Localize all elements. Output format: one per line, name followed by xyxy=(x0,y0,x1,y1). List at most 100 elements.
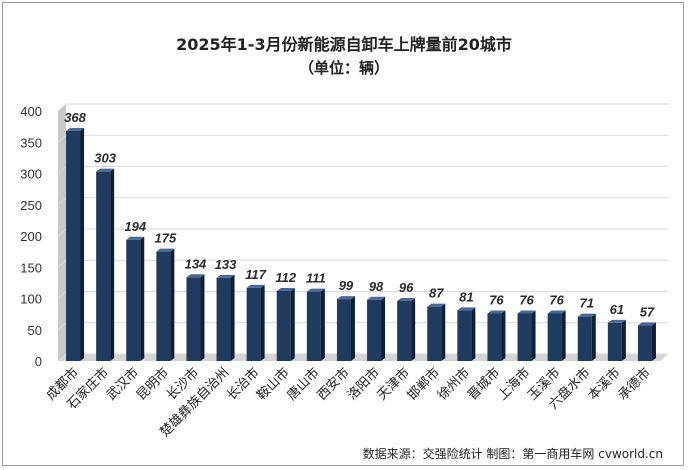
gridline-wall xyxy=(57,291,67,299)
y-tick-label: 250 xyxy=(20,198,42,213)
bar-top xyxy=(637,322,656,326)
x-category-label: 邯郸市 xyxy=(404,365,443,404)
gridline-wall xyxy=(57,353,67,362)
data-label: 175 xyxy=(154,231,176,246)
y-tick-label: 200 xyxy=(20,229,42,244)
bar xyxy=(577,316,592,361)
gridline-wall xyxy=(57,166,67,174)
gridline-wall xyxy=(57,259,67,268)
x-category-label: 唐山市 xyxy=(284,365,323,404)
y-tick-label: 300 xyxy=(20,167,42,182)
x-category-label: 长治市 xyxy=(224,365,263,404)
data-label: 98 xyxy=(369,279,384,294)
bar-chart: 2025年1-3月份新能源自卸车上牌量前20城市 （单位：辆） 0 50 100 15… xyxy=(20,35,668,461)
bar-side xyxy=(110,168,115,361)
data-label: 81 xyxy=(459,289,473,304)
bar-side xyxy=(471,307,476,361)
bar xyxy=(66,131,81,361)
bar xyxy=(397,301,412,361)
data-label: 76 xyxy=(549,293,564,308)
bar-side xyxy=(320,288,325,361)
x-category-label: 承德市 xyxy=(615,365,654,404)
bar-side xyxy=(501,310,506,361)
y-tick-label: 100 xyxy=(20,292,42,307)
x-category-label: 本溪市 xyxy=(585,365,624,404)
bar-side xyxy=(381,296,386,361)
bar-side xyxy=(230,274,235,361)
bar xyxy=(487,313,502,361)
x-category-label: 徐州市 xyxy=(434,365,473,404)
x-category-label: 昆明市 xyxy=(133,365,172,404)
bar-side xyxy=(621,319,626,361)
bar-top xyxy=(367,296,386,300)
bar-side xyxy=(260,284,265,361)
bar-top xyxy=(577,313,596,317)
x-category-label: 武汉市 xyxy=(103,365,142,404)
data-label: 133 xyxy=(215,257,237,272)
y-tick-label: 400 xyxy=(20,104,42,119)
data-label: 96 xyxy=(399,280,414,295)
gridline-wall xyxy=(57,228,67,237)
chart-frame: 2025年1-3月份新能源自卸车上牌量前20城市 （单位：辆） 0 50 100 15… xyxy=(2,2,684,466)
data-label: 76 xyxy=(489,293,504,308)
gridline-wall xyxy=(57,322,67,331)
bar-side xyxy=(290,288,295,361)
bar-top xyxy=(397,298,416,301)
bar-side xyxy=(441,303,446,361)
data-label: 99 xyxy=(339,278,354,293)
bar-top xyxy=(487,310,506,314)
bar xyxy=(367,299,382,361)
bar-side xyxy=(591,313,596,361)
bar-side xyxy=(531,310,536,361)
data-label: 112 xyxy=(275,270,296,285)
data-label: 134 xyxy=(185,256,207,271)
bar-top xyxy=(66,128,85,131)
bar-top xyxy=(186,274,205,278)
bar xyxy=(427,306,442,361)
data-label: 87 xyxy=(429,286,444,301)
bar-top xyxy=(216,274,235,278)
bar-side xyxy=(411,298,416,361)
bar-top xyxy=(427,303,446,307)
bar xyxy=(96,171,111,361)
chart-title: 2025年1-3月份新能源自卸车上牌量前20城市 xyxy=(176,35,512,54)
bar-side xyxy=(170,248,175,361)
bar-top xyxy=(306,288,325,292)
data-label: 117 xyxy=(245,267,266,282)
data-label: 76 xyxy=(519,293,534,308)
data-label: 194 xyxy=(124,219,146,234)
bar-top xyxy=(96,168,115,172)
chart-subtitle: （单位：辆） xyxy=(299,59,389,77)
bar xyxy=(216,277,231,361)
gridline-wall xyxy=(57,134,67,143)
bar-top xyxy=(156,248,175,252)
bar xyxy=(336,299,351,361)
data-label: 61 xyxy=(610,302,624,317)
bar-side xyxy=(80,128,85,361)
bar-top xyxy=(246,284,265,288)
data-label: 111 xyxy=(306,271,326,286)
bar-top xyxy=(336,296,355,300)
bar-top xyxy=(276,288,295,291)
bar-side xyxy=(140,236,145,361)
gridline-wall xyxy=(57,197,67,206)
y-tick-label: 0 xyxy=(35,354,42,369)
bar-top xyxy=(547,310,566,314)
bar-side xyxy=(561,310,566,361)
y-tick-label: 150 xyxy=(20,260,42,275)
bar xyxy=(276,291,291,361)
x-category-label: 天津市 xyxy=(374,365,413,404)
gridline-wall xyxy=(57,103,67,112)
bar-top xyxy=(517,310,536,314)
bar xyxy=(637,325,652,361)
bar-top xyxy=(457,307,476,311)
bar xyxy=(306,291,321,361)
bar-top xyxy=(607,319,626,323)
data-label: 71 xyxy=(580,296,594,311)
bar-side xyxy=(350,296,355,361)
y-tick-label: 350 xyxy=(20,135,42,150)
bar xyxy=(547,313,562,361)
x-category-label: 鞍山市 xyxy=(254,365,293,404)
bar xyxy=(186,277,201,361)
